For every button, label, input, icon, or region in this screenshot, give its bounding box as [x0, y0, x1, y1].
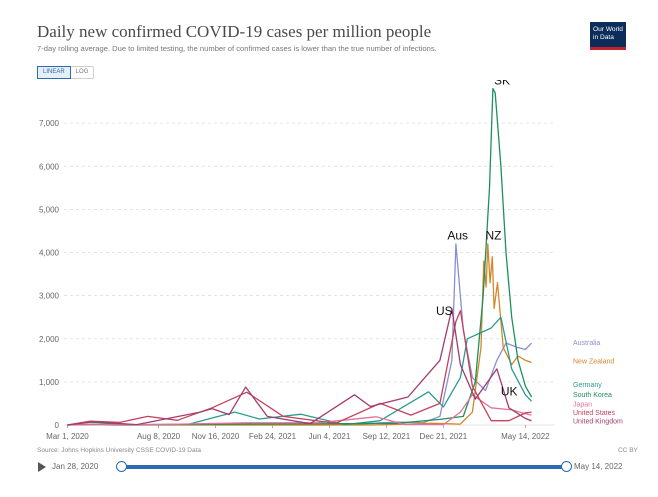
chart-subtitle: 7-day rolling average. Due to limited te… — [37, 44, 437, 53]
owid-logo[interactable]: Our World in Data — [590, 22, 626, 50]
y-tick-label: 7,000 — [39, 119, 60, 128]
y-tick-label: 1,000 — [39, 378, 60, 387]
series-line-japan — [67, 394, 532, 426]
annotation-sk: SK — [494, 80, 510, 87]
chart-title: Daily new confirmed COVID-19 cases per m… — [37, 22, 432, 41]
legend-label-new_zealand: New Zealand — [573, 358, 614, 365]
series-line-australia — [67, 243, 533, 426]
annotation-nz: NZ — [486, 229, 502, 243]
legend-label-united_states: United States — [573, 410, 616, 417]
x-tick-label: Aug 8, 2020 — [137, 432, 181, 441]
source-note: Source: Johns Hopkins University CSSE CO… — [37, 447, 202, 454]
x-tick-label: Sep 12, 2021 — [363, 432, 411, 441]
legend-label-united_kingdom: United Kingdom — [573, 418, 623, 425]
license-link[interactable]: CC BY — [618, 447, 638, 454]
x-tick-label: Feb 24, 2021 — [249, 432, 297, 441]
annotation-us: US — [436, 304, 453, 318]
timeline-start-handle[interactable] — [116, 461, 127, 472]
linear-scale-button[interactable]: LINEAR — [37, 66, 71, 79]
legend-label-japan: Japan — [573, 401, 592, 408]
y-tick-label: 0 — [55, 421, 60, 430]
x-tick-label: Mar 1, 2020 — [46, 432, 89, 441]
line-chart: 0 1,000 2,000 3,000 4,000 5,000 6,000 7,000 Mar … — [39, 80, 623, 441]
timeline-end-label: May 14, 2022 — [574, 462, 623, 471]
annotation-aus: Aus — [447, 229, 468, 243]
y-tick-label: 4,000 — [39, 249, 60, 258]
x-tick-label: May 14, 2022 — [501, 432, 550, 441]
timeline-end-handle[interactable] — [561, 461, 572, 472]
x-tick-label: Nov 16, 2020 — [192, 432, 240, 441]
log-scale-button[interactable]: LOG — [75, 69, 89, 75]
x-tick-label: Jun 4, 2021 — [309, 432, 351, 441]
annotation-uk: UK — [501, 385, 518, 399]
series-line-south_korea — [67, 87, 533, 426]
legend-label-south_korea: South Korea — [573, 392, 612, 399]
logo-line-2: in Data — [593, 34, 614, 41]
series-line-new_zealand — [67, 243, 532, 426]
play-icon[interactable] — [38, 462, 46, 472]
timeline: Jan 28, 2020 May 14, 2022 — [0, 455, 658, 480]
series-line-united_kingdom — [67, 307, 532, 426]
y-tick-label: 2,000 — [39, 335, 60, 344]
scale-toggle: LINEAR LOG — [37, 66, 95, 79]
legend-label-germany: Germany — [573, 382, 602, 389]
x-tick-label: Dec 21, 2021 — [420, 432, 468, 441]
timeline-track[interactable] — [120, 465, 567, 469]
y-tick-label: 6,000 — [39, 162, 60, 171]
timeline-start-label: Jan 28, 2020 — [52, 462, 99, 471]
logo-line-1: Our World — [593, 26, 623, 33]
y-tick-label: 5,000 — [39, 205, 60, 214]
legend-label-australia: Australia — [573, 340, 600, 347]
y-tick-label: 3,000 — [39, 292, 60, 301]
